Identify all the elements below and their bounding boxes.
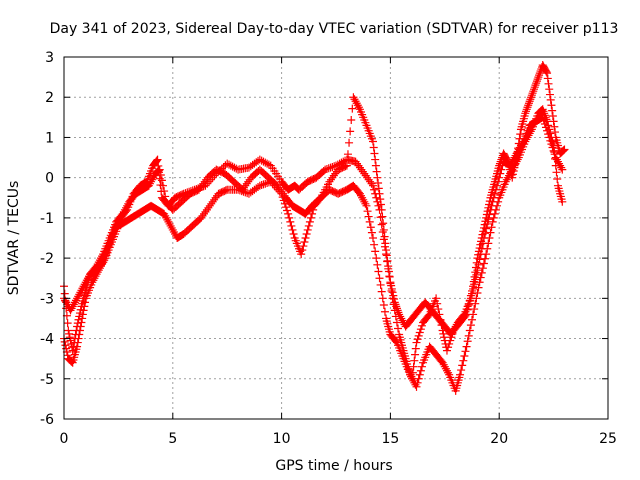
y-tick-label: 0	[45, 171, 54, 187]
y-tick-label: 1	[45, 130, 54, 146]
x-tick-label: 0	[60, 431, 69, 447]
x-tick-label: 15	[381, 431, 399, 447]
axis-ticks	[63, 56, 609, 420]
plot-frame	[63, 56, 609, 420]
y-tick-label: 3	[45, 50, 54, 66]
x-axis-label: GPS time / hours	[275, 458, 392, 474]
x-tick-label: 10	[273, 431, 291, 447]
y-tick-label: 2	[45, 90, 54, 106]
data-series	[60, 61, 569, 395]
y-tick-label: -1	[40, 211, 54, 227]
chart-title: Day 341 of 2023, Sidereal Day-to-day VTE…	[50, 21, 619, 37]
x-tick-label: 5	[168, 431, 177, 447]
data-point-markers	[60, 105, 567, 395]
y-tick-label: -5	[40, 372, 54, 388]
y-tick-label: -3	[40, 291, 54, 307]
y-tick-label: -2	[40, 251, 54, 267]
y-tick-label: -4	[40, 332, 54, 348]
x-tick-label: 20	[490, 431, 508, 447]
x-tick-label: 25	[599, 431, 617, 447]
y-tick-label: -6	[40, 412, 54, 428]
grid	[64, 57, 608, 419]
tick-labels: 0 5 10 15 20 25 -6 -5 -4 -3 -2 -1 0 1 2 3	[40, 50, 617, 447]
y-axis-label: SDTVAR / TECUs	[6, 181, 22, 296]
series-track-b	[60, 105, 567, 395]
